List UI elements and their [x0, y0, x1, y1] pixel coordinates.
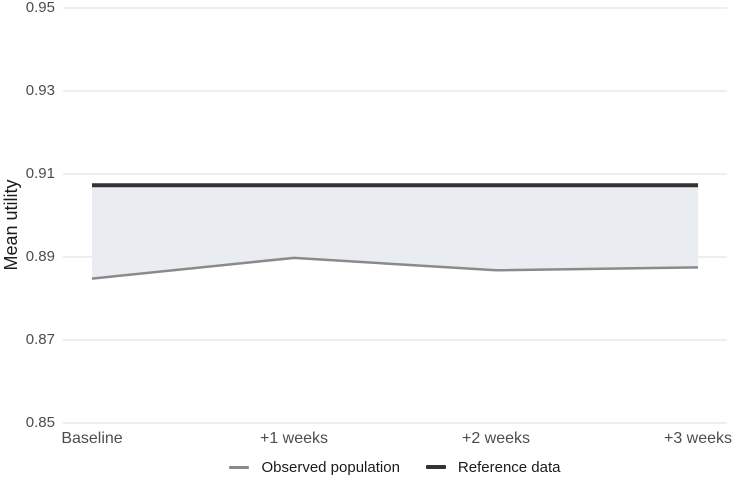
y-tick-label: 0.93: [25, 82, 55, 99]
legend: Observed population Reference data: [63, 456, 727, 478]
y-tick-label: 0.91: [25, 165, 55, 182]
x-tick-label: Baseline: [61, 430, 123, 447]
y-tick-label: 0.87: [25, 331, 55, 348]
y-tick-label: 0.95: [25, 0, 55, 16]
observed-population-line: [91, 256, 699, 280]
legend-label-reference-data: Reference data: [457, 458, 561, 476]
x-tick-label: +2 weeks: [461, 430, 531, 447]
x-tick-label: +1 weeks: [259, 430, 329, 447]
observed-population-line-swatch-icon: [229, 465, 250, 469]
y-tick-label: 0.89: [25, 248, 55, 265]
confidence-band: [92, 185, 698, 279]
x-tick-label: +3 weeks: [663, 430, 733, 447]
y-tick-label: 0.85: [25, 414, 55, 431]
legend-label-observed-population: Observed population: [261, 458, 400, 476]
reference-data-line-swatch-icon: [425, 465, 446, 469]
